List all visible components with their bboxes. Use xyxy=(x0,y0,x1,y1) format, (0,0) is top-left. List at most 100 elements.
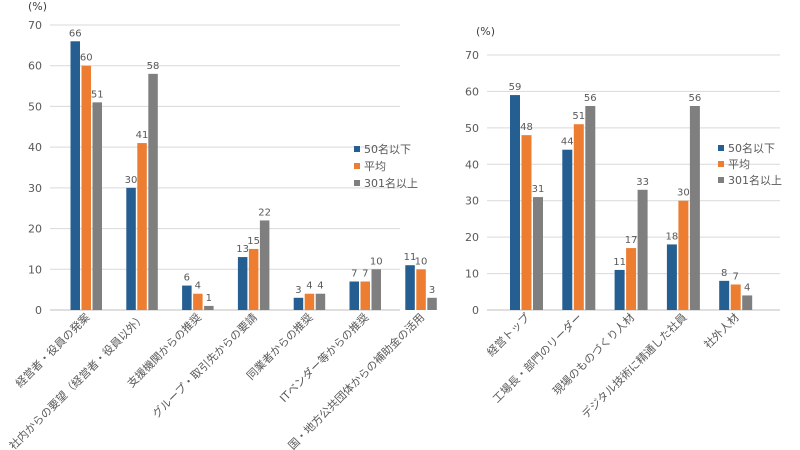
data-label: 66 xyxy=(69,28,82,39)
category-label: グループ・取引先からの要請 xyxy=(149,310,260,421)
category-label: 社外人材 xyxy=(701,310,742,351)
bar xyxy=(719,280,730,310)
bar xyxy=(349,281,359,310)
bar xyxy=(585,106,596,310)
y-tick-label: 20 xyxy=(465,231,479,244)
legend-label: 平均 xyxy=(364,160,386,173)
bar xyxy=(689,106,700,310)
bar xyxy=(573,124,584,310)
bar xyxy=(416,269,426,310)
data-label: 11 xyxy=(613,257,626,268)
bar xyxy=(742,295,753,310)
y-tick-label: 30 xyxy=(465,195,479,208)
bar xyxy=(360,281,370,310)
y-tick-label: 0 xyxy=(35,304,42,317)
legend-swatch xyxy=(354,146,360,152)
y-tick-label: 50 xyxy=(465,122,479,135)
data-label: 7 xyxy=(733,272,739,283)
bar xyxy=(204,305,214,310)
data-label: 56 xyxy=(689,93,702,104)
data-label: 59 xyxy=(509,82,522,93)
y-tick-label: 50 xyxy=(28,100,42,113)
data-label: 3 xyxy=(295,285,301,296)
bar xyxy=(730,284,741,310)
bar xyxy=(137,143,147,310)
y-tick-label: 60 xyxy=(28,60,42,73)
bar xyxy=(614,269,625,310)
bar xyxy=(510,95,520,310)
data-label: 10 xyxy=(370,256,383,267)
chart-left: 010203040506070(%)666051経営者・役員の発案304158社… xyxy=(6,0,437,450)
legend-label: 301名以上 xyxy=(728,173,782,187)
y-tick-label: 0 xyxy=(472,304,479,317)
data-label: 11 xyxy=(404,252,417,263)
bar xyxy=(637,189,648,310)
data-label: 13 xyxy=(236,244,249,255)
data-label: 18 xyxy=(666,231,679,242)
bar xyxy=(182,285,192,310)
y-tick-label: 40 xyxy=(28,141,42,154)
bar xyxy=(81,65,91,310)
data-label: 51 xyxy=(91,89,104,100)
legend-label: 50名以下 xyxy=(728,141,775,155)
unit-label: (%) xyxy=(28,0,47,13)
data-label: 58 xyxy=(147,61,160,72)
category-label: 工場長・部門のリーダー xyxy=(489,310,584,405)
bar xyxy=(293,297,304,310)
data-label: 33 xyxy=(636,177,649,188)
category-label: デジタル技術に精通した社員 xyxy=(579,310,690,421)
data-label: 4 xyxy=(195,281,201,292)
legend-label: 50名以下 xyxy=(364,142,411,156)
category-label: 経営トップ xyxy=(484,310,533,359)
bar xyxy=(315,293,326,310)
legend-label: 301名以上 xyxy=(364,176,418,190)
y-tick-label: 20 xyxy=(28,223,42,236)
data-label: 4 xyxy=(317,281,323,292)
legend-swatch xyxy=(718,145,724,151)
bar xyxy=(92,102,102,310)
data-label: 30 xyxy=(125,175,138,186)
bar xyxy=(237,257,248,310)
legend-swatch xyxy=(718,177,724,183)
bar xyxy=(248,248,259,310)
legend-swatch xyxy=(718,161,724,167)
bar xyxy=(304,293,315,310)
data-label: 6 xyxy=(184,273,190,284)
bar xyxy=(405,265,415,310)
bar xyxy=(148,73,158,310)
bar xyxy=(521,135,532,310)
data-label: 31 xyxy=(532,184,545,195)
data-label: 15 xyxy=(247,236,260,247)
data-label: 4 xyxy=(744,282,750,293)
data-label: 7 xyxy=(362,269,368,280)
legend-swatch xyxy=(354,163,360,169)
bar xyxy=(70,41,80,311)
data-label: 4 xyxy=(306,281,312,292)
unit-label: (%) xyxy=(476,25,495,38)
data-label: 56 xyxy=(584,93,597,104)
chart-right: 010203040506070(%)594831経営トップ445156工場長・部… xyxy=(465,25,782,421)
data-label: 30 xyxy=(677,188,690,199)
data-label: 51 xyxy=(572,111,585,122)
bar xyxy=(533,197,543,310)
bar xyxy=(562,149,573,310)
data-label: 7 xyxy=(351,269,357,280)
y-tick-label: 60 xyxy=(465,85,479,98)
bar xyxy=(626,248,637,310)
legend-label: 平均 xyxy=(728,158,750,171)
data-label: 3 xyxy=(429,285,435,296)
y-tick-label: 70 xyxy=(28,19,42,32)
data-label: 48 xyxy=(520,122,533,133)
bar xyxy=(259,220,270,310)
y-tick-label: 40 xyxy=(465,158,479,171)
data-label: 1 xyxy=(206,293,212,304)
y-tick-label: 10 xyxy=(465,268,479,281)
category-label: ITベンダー等からの推奨 xyxy=(277,310,372,405)
y-tick-label: 70 xyxy=(465,49,479,62)
y-tick-label: 10 xyxy=(28,263,42,276)
data-label: 17 xyxy=(625,235,638,246)
data-label: 10 xyxy=(415,256,428,267)
data-label: 41 xyxy=(136,130,149,141)
data-label: 22 xyxy=(258,207,271,218)
